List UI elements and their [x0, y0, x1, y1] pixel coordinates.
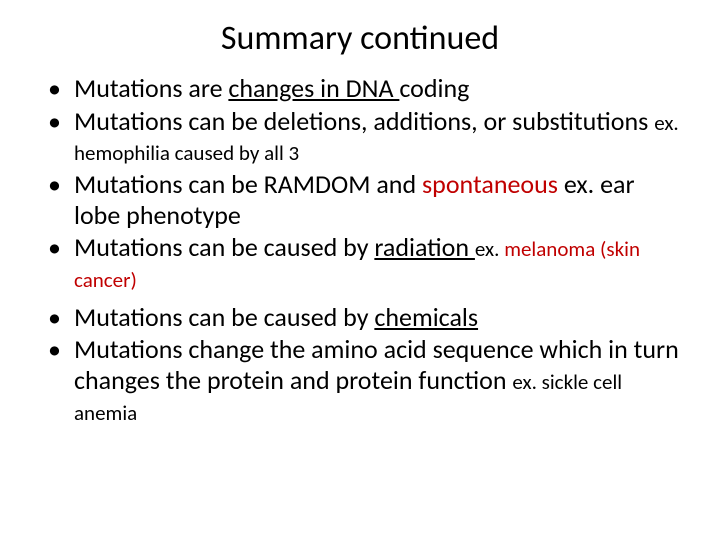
bullet-2: Mutations can be deletions, additions, o… — [40, 106, 680, 167]
bullet-1-text-a: Mutations are — [74, 72, 228, 104]
bullet-6: Mutations change the amino acid sequence… — [40, 334, 680, 426]
bullet-3-red: spontaneous — [422, 168, 558, 200]
bullet-1-underline: changes in DNA — [228, 72, 399, 104]
bullet-4-underline: radiation — [374, 231, 475, 263]
bullet-1-text-b: coding — [399, 72, 469, 104]
bullet-list: Mutations are changes in DNA coding Muta… — [40, 73, 680, 426]
bullet-3-text-a: Mutations can be RAMDOM and — [74, 168, 422, 200]
bullet-1: Mutations are changes in DNA coding — [40, 73, 680, 104]
bullet-4: Mutations can be caused by radiation ex.… — [40, 232, 680, 293]
bullet-5: Mutations can be caused by chemicals — [40, 302, 680, 333]
slide-title: Summary continued — [40, 18, 680, 59]
bullet-5-text: Mutations can be caused by — [74, 301, 374, 333]
bullet-4-text-a: Mutations can be caused by — [74, 231, 374, 263]
bullet-2-text: Mutations can be deletions, additions, o… — [74, 105, 654, 137]
bullet-4-example-a: ex. — [475, 236, 504, 262]
slide: Summary continued Mutations are changes … — [0, 0, 720, 540]
bullet-5-underline: chemicals — [374, 301, 478, 333]
bullet-3: Mutations can be RAMDOM and spontaneous … — [40, 169, 680, 230]
